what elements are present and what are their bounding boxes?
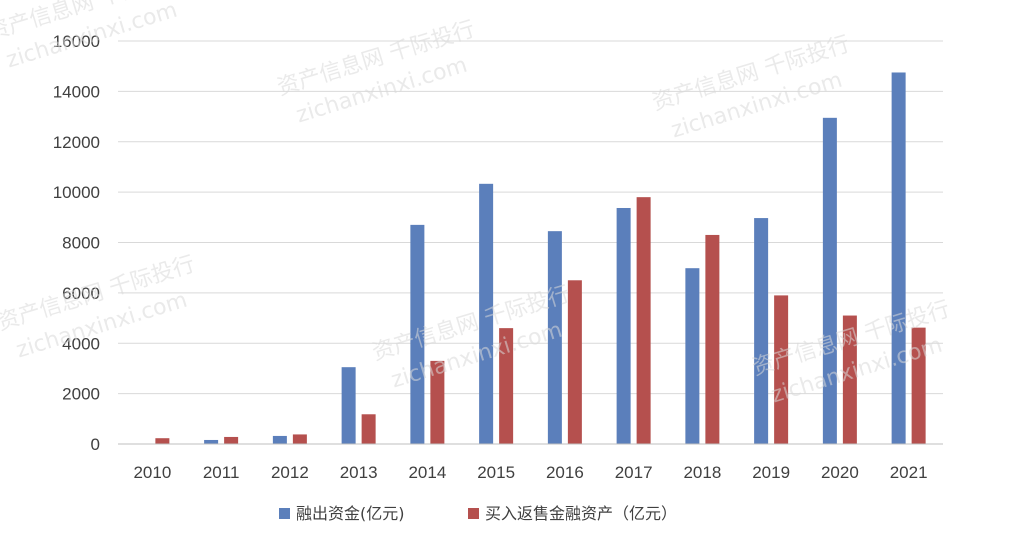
y-tick-label: 2000: [62, 385, 100, 404]
bar-series2-2012: [292, 434, 307, 444]
gridlines: [118, 40, 943, 395]
y-tick-label: 4000: [62, 334, 100, 353]
y-tick-label: 16000: [53, 32, 100, 51]
bars: [155, 72, 926, 445]
bar-series2-2017: [636, 197, 651, 444]
legend-label: 融出资金(亿元): [296, 504, 405, 523]
axes: 0 2000 4000 6000 8000 10000 12000 14000 16000 201…: [53, 32, 943, 482]
bar-series1-2019: [754, 218, 769, 444]
bar-series2-2010: [155, 438, 170, 444]
y-tick-label: 14000: [53, 82, 100, 101]
bar-series2-2018: [705, 234, 720, 444]
y-tick-label: 10000: [53, 183, 100, 202]
bar-series1-2016: [547, 231, 562, 444]
y-tick-label: 12000: [53, 133, 100, 152]
bar-series2-2019: [774, 295, 789, 444]
bar-series1-2015: [479, 183, 494, 445]
x-tick-label: 2016: [546, 463, 584, 482]
bar-series1-2017: [616, 207, 631, 444]
x-tick-label: 2020: [821, 463, 859, 482]
bar-series2-2011: [224, 436, 239, 444]
y-tick-label: 8000: [62, 234, 100, 253]
legend-swatch: [279, 508, 290, 519]
bar-series2-2015: [499, 328, 514, 444]
x-tick-label: 2014: [408, 463, 446, 482]
x-tick-label: 2017: [615, 463, 653, 482]
bar-series1-2021: [891, 72, 906, 444]
bar-series2-2020: [842, 315, 857, 444]
x-tick-label: 2010: [133, 463, 171, 482]
bar-series1-2011: [204, 439, 219, 444]
bar-series1-2014: [410, 224, 425, 444]
x-tick-label: 2018: [683, 463, 721, 482]
x-tick-label: 2021: [890, 463, 928, 482]
bar-series1-2013: [341, 367, 356, 444]
bar-series1-2012: [272, 435, 287, 444]
y-tick-label: 0: [91, 435, 100, 454]
x-tick-label: 2012: [271, 463, 309, 482]
y-tick-label: 6000: [62, 284, 100, 303]
bar-series1-2020: [822, 117, 837, 445]
x-tick-label: 2019: [752, 463, 790, 482]
bar-series2-2014: [430, 360, 445, 444]
legend-label: 买入返售金融资产（亿元）: [485, 504, 677, 523]
bar-series2-2016: [567, 280, 582, 444]
x-tick-label: 2015: [477, 463, 515, 482]
legend-swatch: [468, 508, 479, 519]
bar-series2-2013: [361, 414, 376, 444]
bar-series1-2018: [685, 268, 700, 444]
bar-series2-2021: [911, 327, 926, 444]
legend: 融出资金(亿元) 买入返售金融资产（亿元）: [279, 504, 677, 523]
x-tick-label: 2013: [340, 463, 378, 482]
x-tick-label: 2011: [203, 463, 240, 482]
